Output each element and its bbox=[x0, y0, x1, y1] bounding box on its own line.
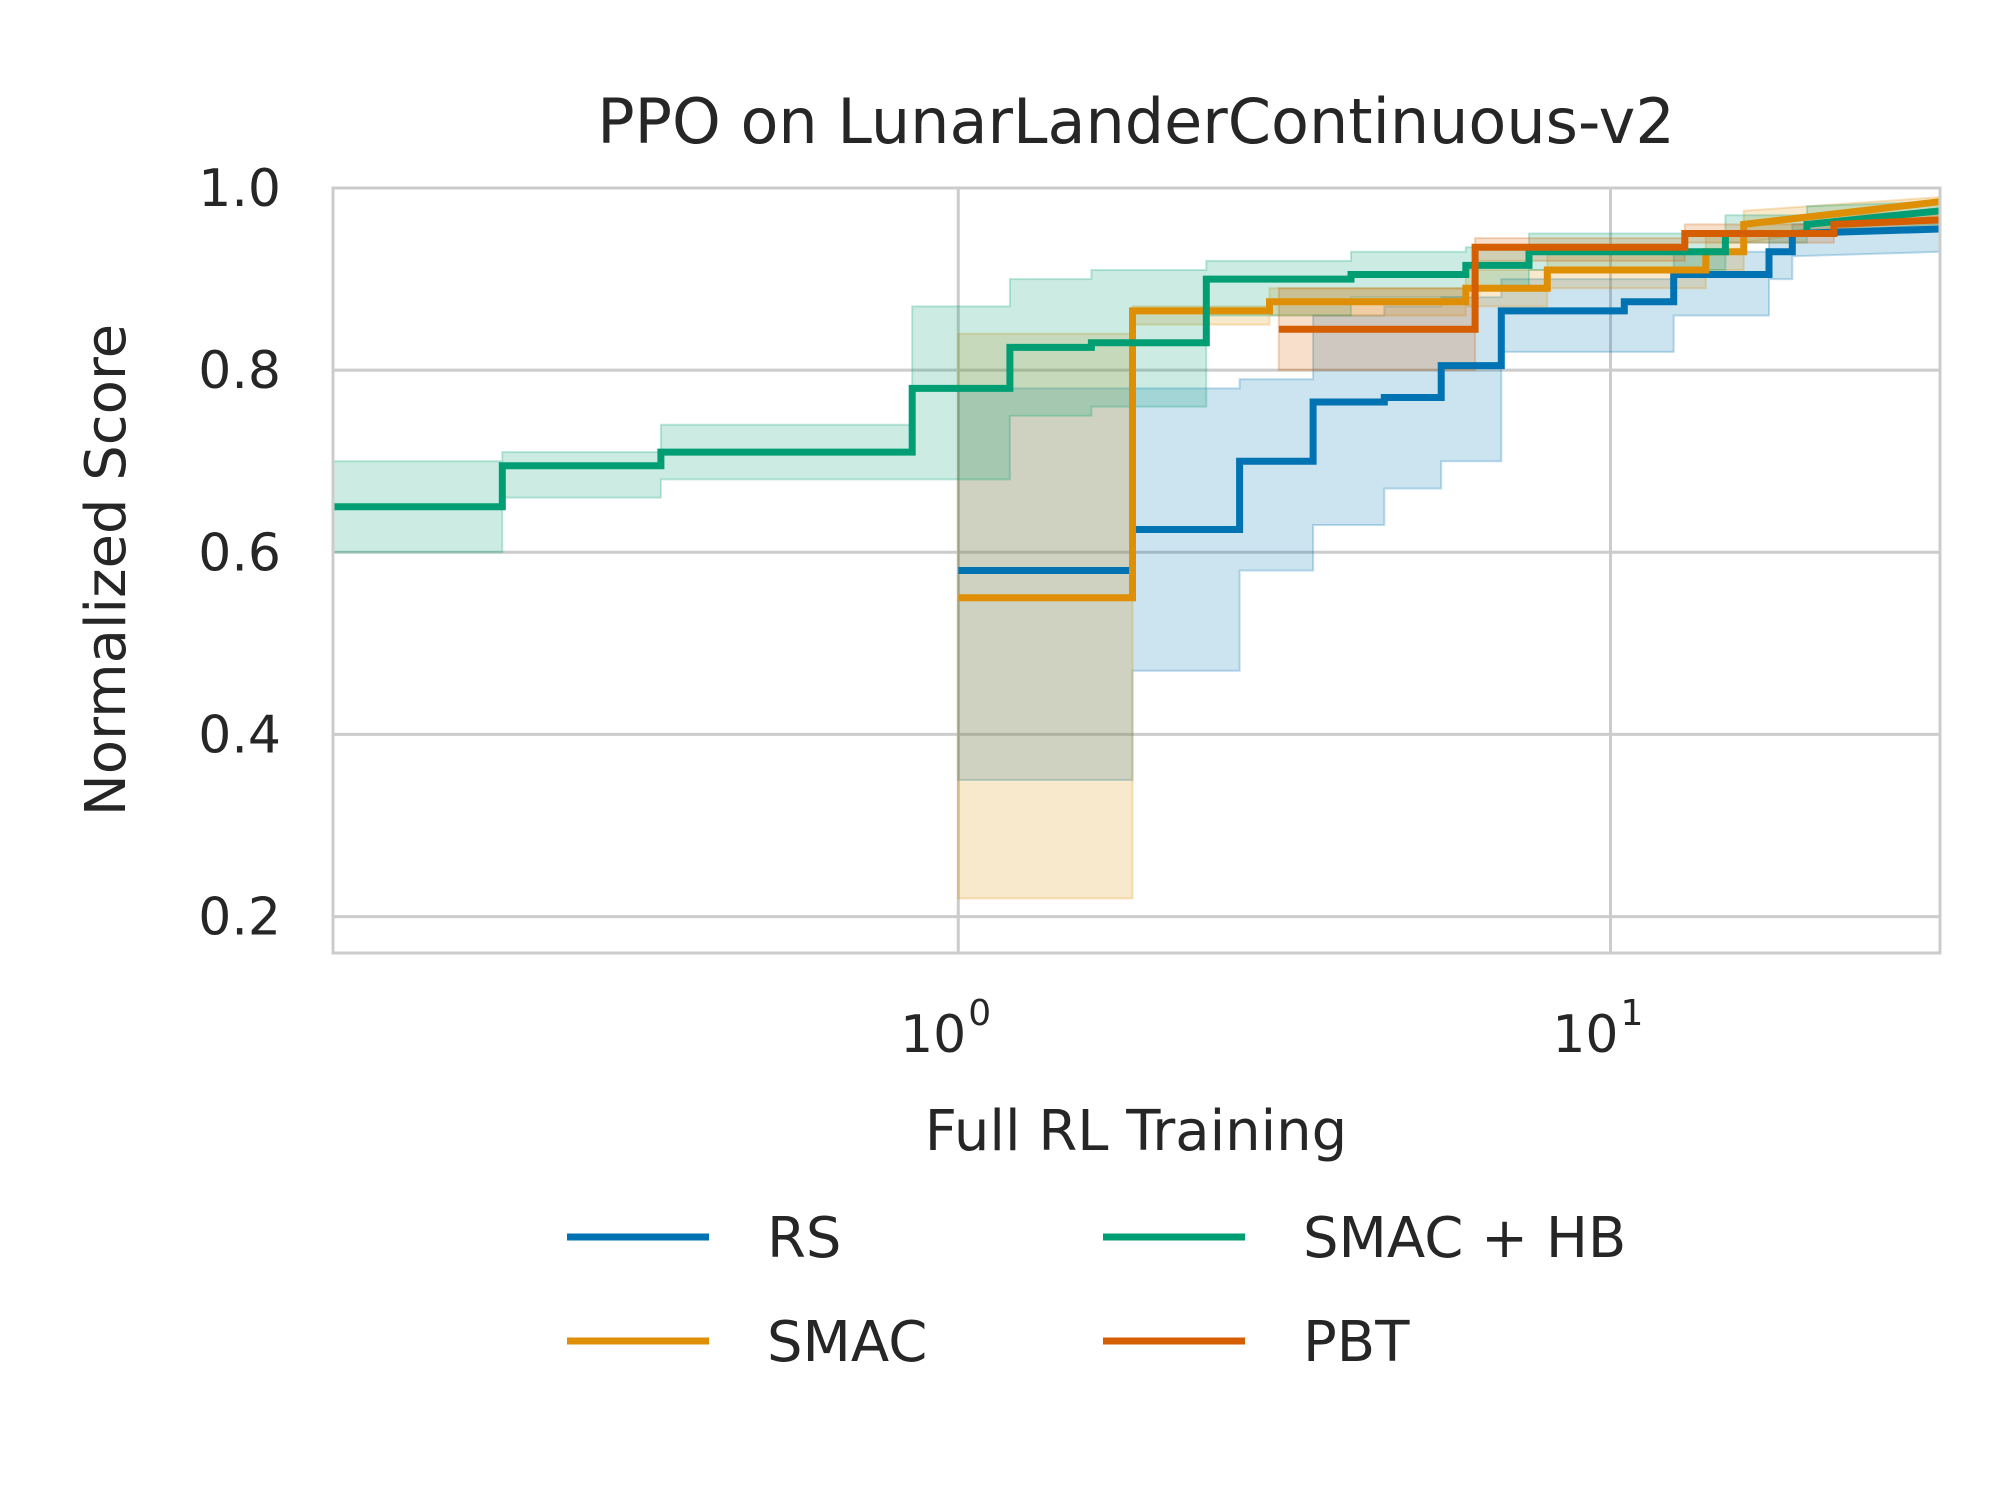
legend-label: PBT bbox=[1303, 1310, 1410, 1375]
y-tick-label: 0.8 bbox=[198, 341, 281, 401]
tick-labels: 0.20.40.60.81.010 0 10 1 bbox=[198, 159, 1643, 1065]
legend-item-smac-hb: SMAC + HB bbox=[1103, 1206, 1626, 1271]
y-tick-label: 1.0 bbox=[198, 159, 281, 219]
series-lines bbox=[333, 198, 1941, 602]
x-axis-label: Full RL Training bbox=[925, 1099, 1347, 1164]
series-line-pbt bbox=[1278, 216, 1941, 333]
legend-item-rs: RS bbox=[567, 1206, 841, 1271]
x-tick-base: 10 bbox=[900, 1005, 966, 1065]
y-tick-label: 0.6 bbox=[198, 523, 281, 583]
band-rs bbox=[957, 218, 1941, 781]
confidence-bands bbox=[332, 196, 1941, 900]
series-line-rs bbox=[958, 225, 1941, 574]
chart-title: PPO on LunarLanderContinuous-v2 bbox=[597, 85, 1675, 158]
x-tick-label: 10 1 bbox=[1552, 993, 1643, 1065]
y-tick-label: 0.4 bbox=[198, 705, 281, 765]
plot-frame bbox=[331, 186, 1942, 955]
legend-label: SMAC bbox=[767, 1310, 927, 1375]
x-tick-base: 10 bbox=[1552, 1005, 1618, 1065]
legend: RS SMAC SMAC + HB PBT bbox=[567, 1206, 1626, 1375]
x-tick-exponent: 1 bbox=[1621, 993, 1644, 1034]
series-line-smac-hb bbox=[333, 207, 1941, 511]
y-tick-label: 0.2 bbox=[198, 888, 281, 948]
legend-item-pbt: PBT bbox=[1103, 1310, 1410, 1375]
legend-item-smac: SMAC bbox=[567, 1310, 927, 1375]
x-tick-label: 10 0 bbox=[900, 993, 991, 1065]
y-axis-label: Normalized Score bbox=[74, 324, 139, 816]
legend-label: RS bbox=[767, 1206, 841, 1271]
legend-label: SMAC + HB bbox=[1303, 1206, 1626, 1271]
x-tick-exponent: 0 bbox=[968, 993, 991, 1034]
series-line-smac bbox=[958, 198, 1941, 602]
